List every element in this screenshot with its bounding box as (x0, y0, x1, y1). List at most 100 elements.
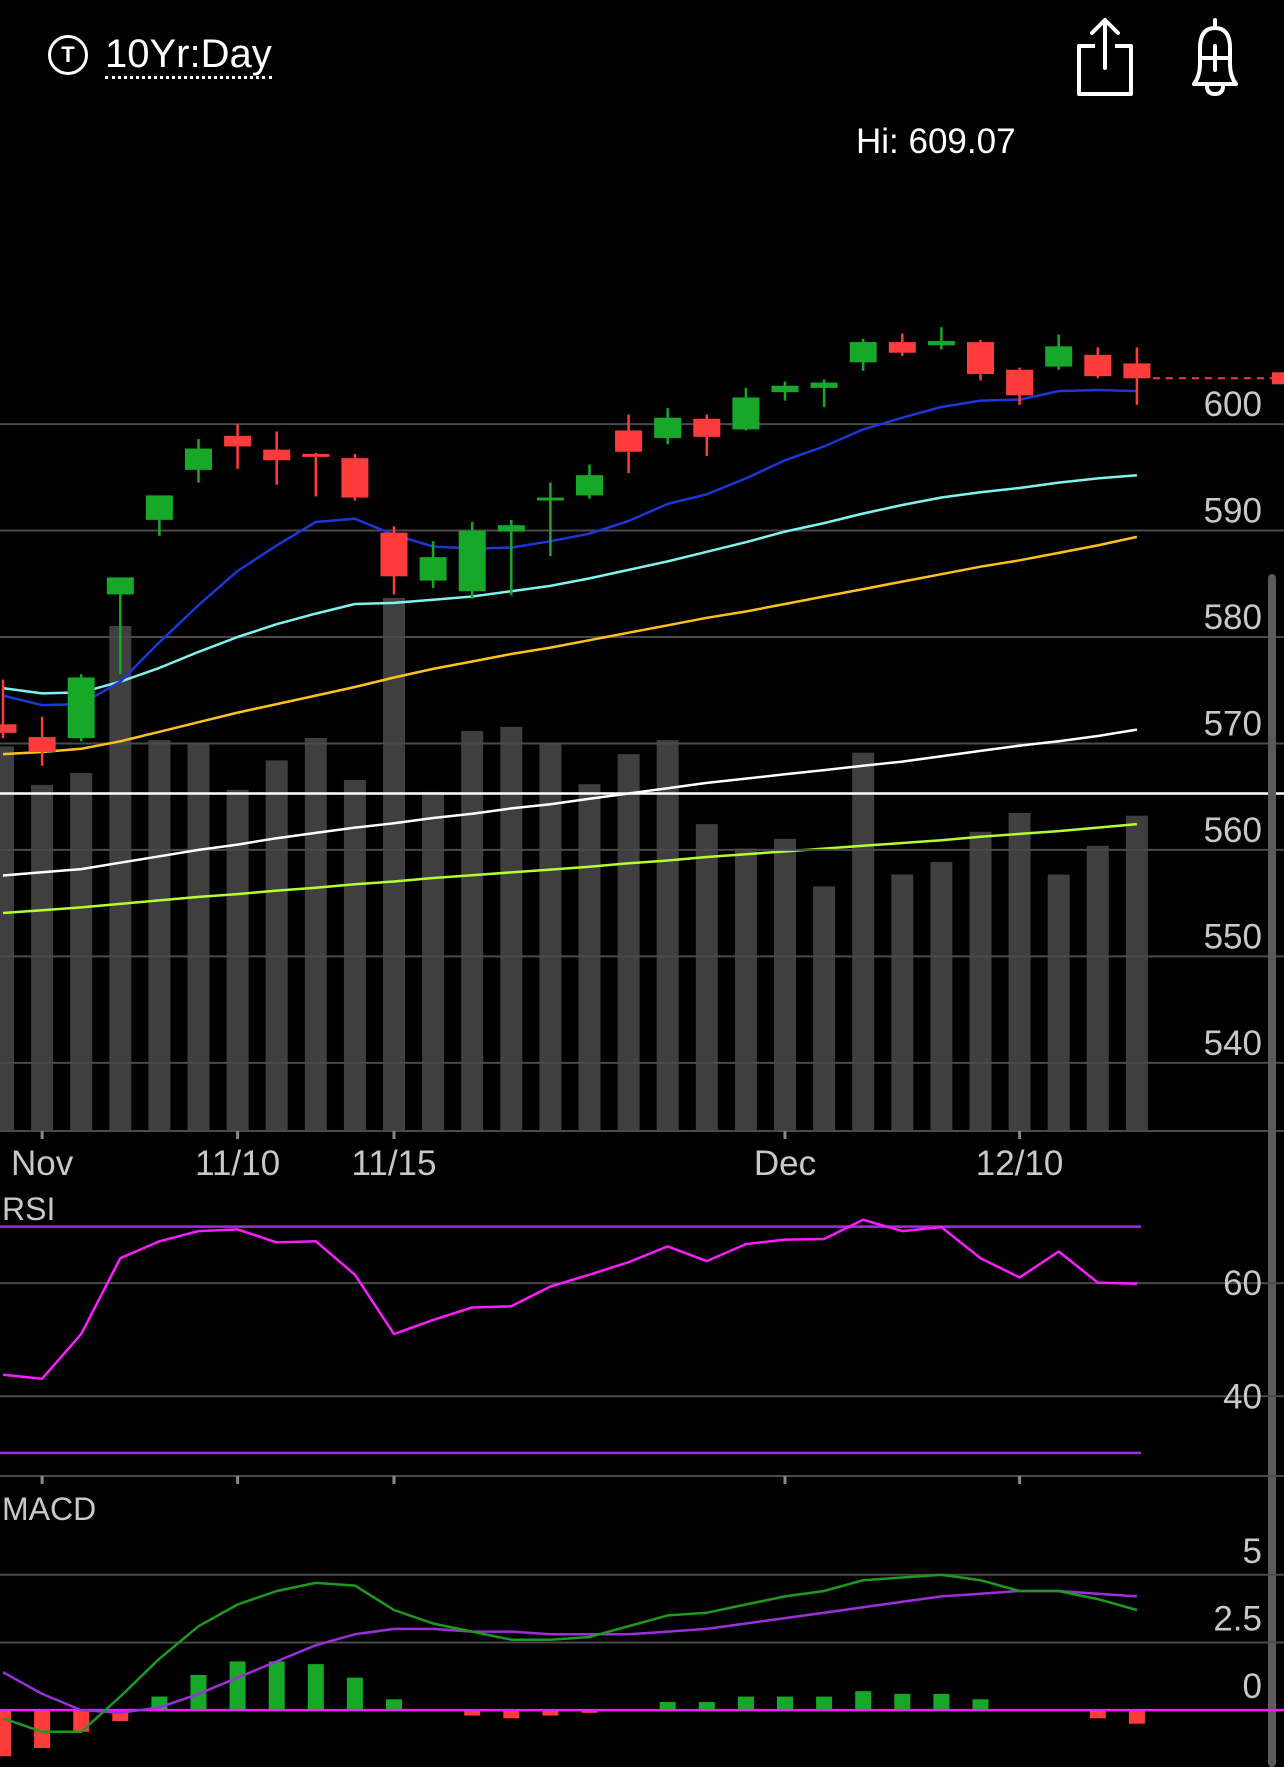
x-axis-label: 11/15 (352, 1144, 437, 1183)
volume-bar (1125, 815, 1148, 1130)
candle-body (967, 342, 994, 375)
macd-histogram-bar (933, 1693, 950, 1711)
candle-body (419, 557, 447, 581)
candle-body (0, 724, 17, 733)
candle-body (771, 385, 799, 393)
volume-bar (0, 746, 14, 1130)
volume-bar (539, 744, 562, 1130)
volume-bar (774, 838, 796, 1130)
header-bar: T 10Yr:Day (0, 0, 1284, 110)
candle-body (67, 677, 95, 739)
volume-bar (70, 773, 93, 1130)
macd-histogram-bar (190, 1674, 207, 1711)
price-axis-label: 540 (1204, 1024, 1262, 1063)
volume-bar (265, 760, 288, 1130)
volume-bar (617, 754, 640, 1130)
volume-bar (969, 831, 992, 1130)
macd-histogram-bar (698, 1702, 715, 1711)
volume-bar (930, 861, 953, 1130)
share-icon[interactable] (1075, 16, 1135, 98)
price-axis-label: 570 (1204, 704, 1262, 743)
macd-histogram-bar (112, 1710, 129, 1721)
ticker-selector[interactable]: T 10Yr:Day (48, 20, 272, 90)
ticker-timeframe-label[interactable]: 10Yr:Day (105, 32, 272, 79)
volume-bar (695, 824, 718, 1130)
volume-bar (813, 886, 836, 1130)
macd-histogram-bar (542, 1710, 559, 1716)
candle-body (654, 417, 682, 438)
macd-axis-label: 5 (1243, 1532, 1262, 1571)
candle-body (1084, 354, 1112, 377)
volume-bar (187, 742, 210, 1130)
add-alert-bell-icon[interactable] (1182, 14, 1248, 98)
macd-histogram-bar (816, 1696, 833, 1711)
macd-histogram-bar (73, 1710, 90, 1732)
price-axis-label: 560 (1204, 811, 1262, 850)
ema21-line (2, 473, 1138, 695)
rsi-title: RSI (2, 1191, 55, 1227)
candle-body (224, 435, 252, 447)
volume-bar (109, 626, 132, 1130)
macd-histogram-bar (229, 1661, 246, 1711)
macd-histogram-bar (855, 1691, 872, 1711)
candle-body (263, 449, 291, 461)
macd-histogram-bar (1089, 1710, 1106, 1719)
volume-bar (226, 789, 249, 1130)
candle-body (888, 342, 916, 353)
volume-bar (383, 598, 405, 1130)
volume-bar (1008, 812, 1031, 1130)
ema8-line (2, 388, 1137, 707)
candle-body (106, 577, 134, 595)
macd-axis-label: 2.5 (1213, 1599, 1262, 1638)
rsi-line (2, 1218, 1137, 1380)
candle-body (1006, 369, 1034, 396)
price-axis-label: 590 (1204, 492, 1262, 531)
price-axis-label: 580 (1204, 598, 1262, 637)
volume-bar (852, 752, 875, 1130)
candle-body (28, 737, 56, 752)
volume-bar (31, 784, 54, 1130)
x-axis-label: 11/10 (195, 1144, 280, 1183)
macd-histogram-bar (464, 1710, 481, 1716)
x-axis-label: Nov (11, 1144, 74, 1183)
macd-histogram-bar (581, 1710, 598, 1713)
macd-histogram-bar (346, 1677, 363, 1711)
volume-bar (500, 726, 523, 1130)
macd-histogram-bar (307, 1664, 324, 1711)
candle-body (536, 497, 564, 501)
candle-body (1123, 363, 1151, 379)
x-axis-label: Dec (754, 1144, 816, 1183)
volume-average-line (2, 822, 1138, 915)
macd-histogram-bar (268, 1661, 285, 1711)
volume-bar (148, 740, 171, 1130)
macd-histogram-bar (1128, 1710, 1145, 1724)
volume-bar (461, 731, 484, 1130)
volume-bar (422, 791, 445, 1130)
macd-histogram-bar (34, 1710, 51, 1749)
candle-body (341, 458, 369, 498)
vertical-scrollbar (1268, 574, 1276, 1767)
candle-body (497, 525, 525, 532)
macd-histogram-bar (737, 1696, 754, 1711)
macd-histogram-bar (659, 1702, 676, 1711)
volume-bar (734, 848, 757, 1130)
rsi-axis-label: 60 (1223, 1264, 1262, 1303)
macd-histogram-bar (386, 1699, 402, 1711)
macd-histogram-bar (0, 1710, 11, 1757)
volume-bar (1047, 874, 1070, 1130)
volume-bar (656, 740, 679, 1130)
price-axis-label: 550 (1204, 917, 1262, 956)
candle-body (1045, 346, 1073, 367)
x-axis-label: 12/10 (976, 1144, 1064, 1183)
volume-bar (1086, 845, 1109, 1130)
candle-body (185, 448, 212, 470)
macd-histogram-bar (972, 1699, 989, 1711)
candle-body (302, 453, 330, 457)
macd-histogram-bar (503, 1710, 520, 1719)
sma50-line (2, 535, 1138, 756)
candle-body (732, 397, 760, 430)
macd-line (2, 1573, 1138, 1734)
price-axis-label: 600 (1204, 385, 1262, 424)
volume-bar (891, 874, 914, 1130)
